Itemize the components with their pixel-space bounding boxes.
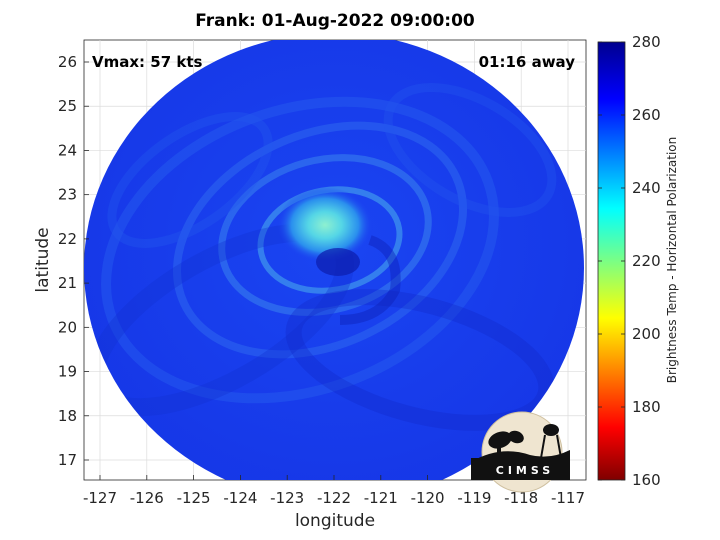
x-axis-ticks: -127 -126 -125 -124 -123 -122 -121 -120 -119 -118… (83, 475, 585, 507)
x-tick-label: -118 (504, 489, 538, 507)
colorbar-tick-label: 260 (632, 106, 661, 124)
x-tick-label: -125 (177, 489, 211, 507)
logo-text: CIMSS (495, 464, 555, 477)
x-tick-label: -123 (270, 489, 304, 507)
x-tick-label: -121 (364, 489, 398, 507)
colorbar-tick-label: 240 (632, 179, 661, 197)
x-tick-label: -127 (83, 489, 117, 507)
y-tick-label: 21 (58, 274, 77, 292)
y-tick-label: 26 (58, 53, 77, 71)
y-tick-label: 22 (58, 230, 77, 248)
storm-eye (316, 248, 360, 276)
colorbar-tick-label: 280 (632, 33, 661, 51)
colorbar-tick-label: 220 (632, 252, 661, 270)
y-tick-label: 23 (58, 186, 77, 204)
y-axis-label: latitude (33, 227, 53, 293)
y-axis-ticks: 17 18 19 20 21 22 23 24 25 26 (58, 53, 89, 469)
colorbar-tick-label: 180 (632, 398, 661, 416)
y-tick-label: 17 (58, 451, 77, 469)
colorbar-tick-label: 200 (632, 325, 661, 343)
y-tick-label: 18 (58, 407, 77, 425)
y-tick-label: 24 (58, 141, 77, 159)
x-tick-label: -117 (551, 489, 585, 507)
time-offset-annotation: 01:16 away (478, 53, 575, 71)
x-axis-label: longitude (294, 511, 376, 531)
y-tick-label: 25 (58, 97, 77, 115)
storm-core (277, 187, 373, 263)
x-tick-label: -120 (411, 489, 445, 507)
cimss-logo (471, 411, 570, 493)
colorbar-label: Brightness Temp - Horizontal Polarizatio… (665, 136, 679, 384)
map-title: Frank: 01-Aug-2022 09:00:00 (195, 11, 475, 31)
vmax-annotation: Vmax: 57 kts (92, 53, 203, 71)
x-tick-label: -119 (457, 489, 491, 507)
colorbar (597, 41, 626, 481)
microwave-swath (84, 40, 584, 480)
x-tick-label: -124 (223, 489, 257, 507)
x-tick-label: -122 (317, 489, 351, 507)
colorbar-tick-label: 160 (632, 471, 661, 489)
colorbar-ticks: 160 180 200 220 240 260 280 (598, 33, 661, 489)
y-tick-label: 19 (58, 363, 77, 381)
x-tick-label: -126 (130, 489, 164, 507)
y-tick-label: 20 (58, 318, 77, 336)
